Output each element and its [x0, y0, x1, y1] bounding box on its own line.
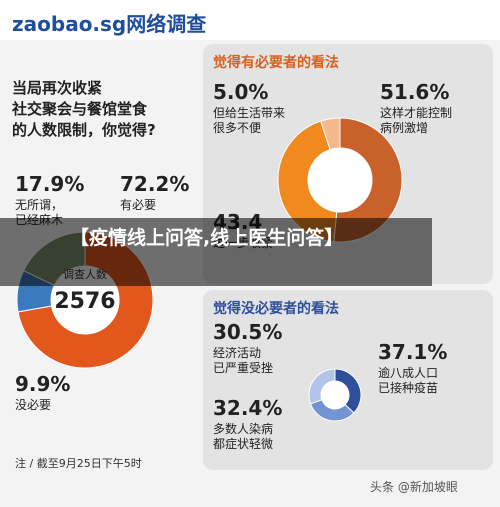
chart-title: 觉得有必要者的看法 [213, 55, 339, 71]
value-label: 72.2% [120, 172, 190, 196]
category-label: 经济活动 已严重受挫 [213, 346, 274, 375]
donut-hole [308, 148, 372, 212]
value-label: 30.5% [213, 320, 283, 344]
value-label: 5.0% [213, 80, 269, 104]
category-label: 逾八成人口 已接种疫苗 [378, 366, 439, 395]
category-label: 有必要 [120, 198, 157, 212]
overlay-caption: 【疫情线上问答,线上医生问答】 [70, 227, 344, 249]
category-label: 没必要 [15, 398, 52, 412]
note: 注 / 截至9月25日下午5时 [15, 457, 142, 470]
chart-title: 当局再次收紧 社交聚会与餐馆堂食 的人数限制，你觉得? [12, 79, 156, 139]
value-label: 9.9% [15, 372, 71, 396]
donut-hole [321, 381, 349, 409]
value-label: 32.4% [213, 396, 283, 420]
value-label: 37.1% [378, 340, 448, 364]
value-label: 51.6% [380, 80, 450, 104]
header-title: zaobao.sg网络调查 [12, 12, 207, 36]
value-label: 17.9% [15, 172, 85, 196]
category-label: 多数人染病 都症状轻微 [213, 422, 274, 451]
overlay-bg [0, 218, 432, 286]
center-value: 2576 [54, 289, 115, 314]
chart-title: 觉得没必要者的看法 [213, 301, 339, 317]
category-label: 但给生活带来 很多不便 [213, 106, 286, 135]
category-label: 这样才能控制 病例激增 [380, 106, 453, 135]
watermark: 头条 @新加坡眼 [370, 480, 458, 494]
header-bar [0, 0, 500, 40]
